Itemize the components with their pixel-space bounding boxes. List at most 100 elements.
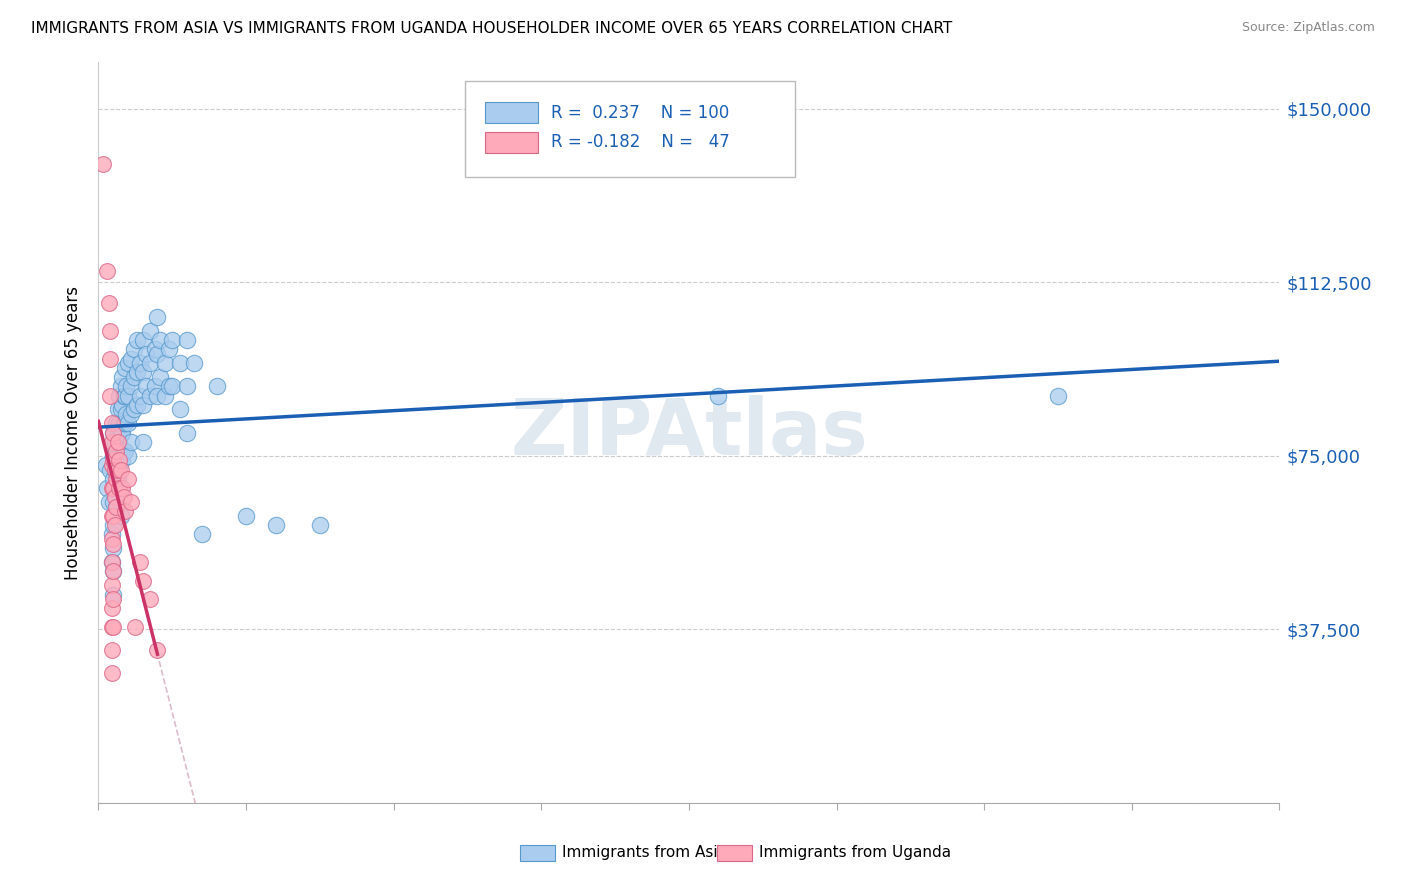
Point (103, 565, 125, 579)
Point (132, 434, 155, 449)
Point (157, 343, 180, 357)
Point (100, 620, 122, 634)
Point (105, 417, 128, 431)
Point (309, 518, 332, 533)
Point (103, 536, 125, 550)
Point (103, 472, 125, 486)
Point (114, 417, 136, 431)
Point (120, 351, 142, 366)
Point (103, 565, 125, 579)
Point (107, 402, 129, 417)
Point (100, 508, 122, 523)
Point (135, 347, 157, 361)
Point (104, 518, 127, 533)
Text: R = -0.182    N =   47: R = -0.182 N = 47 (551, 134, 730, 152)
Point (176, 379, 198, 393)
Text: IMMIGRANTS FROM ASIA VS IMMIGRANTS FROM UGANDA HOUSEHOLDER INCOME OVER 65 YEARS : IMMIGRANTS FROM ASIA VS IMMIGRANTS FROM … (31, 21, 952, 36)
Point (111, 370, 134, 384)
Point (143, 343, 166, 357)
Point (107, 462, 129, 476)
Point (143, 379, 166, 393)
Text: ZIPAtlas: ZIPAtlas (510, 394, 868, 471)
Point (132, 398, 155, 412)
Point (107, 434, 129, 449)
Text: Source: ZipAtlas.com: Source: ZipAtlas.com (1241, 21, 1375, 34)
Point (146, 643, 169, 657)
Point (112, 444, 135, 458)
Point (108, 434, 131, 449)
Point (103, 620, 125, 634)
Point (110, 481, 132, 495)
Point (105, 444, 128, 458)
Point (135, 379, 157, 393)
Point (97, 296, 120, 310)
Point (117, 417, 139, 431)
Point (110, 379, 132, 393)
Point (117, 472, 139, 486)
Point (114, 388, 136, 402)
Point (117, 388, 139, 402)
Point (105, 472, 128, 486)
Text: Immigrants from Asia: Immigrants from Asia (562, 846, 727, 860)
Point (149, 333, 172, 347)
Point (128, 388, 150, 402)
Point (100, 532, 122, 546)
Point (104, 462, 127, 476)
Point (205, 379, 228, 393)
Point (100, 555, 122, 569)
Point (100, 601, 122, 615)
Point (146, 310, 169, 324)
Text: R =  0.237    N = 100: R = 0.237 N = 100 (551, 103, 728, 122)
Point (111, 425, 134, 440)
Point (107, 449, 129, 463)
Point (139, 324, 162, 338)
Point (104, 434, 127, 449)
FancyBboxPatch shape (464, 81, 796, 178)
Point (115, 407, 138, 421)
Point (120, 434, 142, 449)
Point (98, 351, 121, 366)
Point (111, 453, 134, 467)
Point (100, 578, 122, 592)
Point (112, 491, 135, 505)
Point (139, 592, 162, 607)
Point (264, 518, 287, 533)
Point (125, 398, 148, 412)
Point (132, 574, 155, 588)
Point (105, 462, 128, 476)
Point (110, 425, 132, 440)
Point (107, 472, 129, 486)
Point (98, 462, 121, 476)
Point (104, 491, 127, 505)
Point (120, 495, 142, 509)
Bar (485, 103, 537, 123)
Text: Immigrants from Uganda: Immigrants from Uganda (759, 846, 952, 860)
Point (235, 508, 257, 523)
Point (114, 444, 136, 458)
Point (98, 324, 121, 338)
Point (100, 527, 122, 541)
Y-axis label: Householder Income Over 65 years: Householder Income Over 65 years (65, 285, 83, 580)
Point (191, 527, 214, 541)
Point (125, 366, 148, 380)
Point (100, 643, 122, 657)
Point (157, 379, 180, 393)
Point (146, 347, 169, 361)
Point (183, 356, 205, 370)
Point (112, 417, 135, 431)
Point (112, 388, 135, 402)
Point (707, 388, 730, 402)
Point (169, 356, 191, 370)
Point (114, 360, 136, 375)
Point (128, 555, 150, 569)
Point (105, 500, 128, 514)
Point (111, 398, 134, 412)
Point (110, 402, 132, 417)
Point (96, 481, 118, 495)
Point (104, 481, 127, 495)
Point (103, 592, 125, 607)
Point (122, 402, 145, 417)
Point (103, 495, 125, 509)
Point (153, 356, 176, 370)
Point (120, 407, 142, 421)
